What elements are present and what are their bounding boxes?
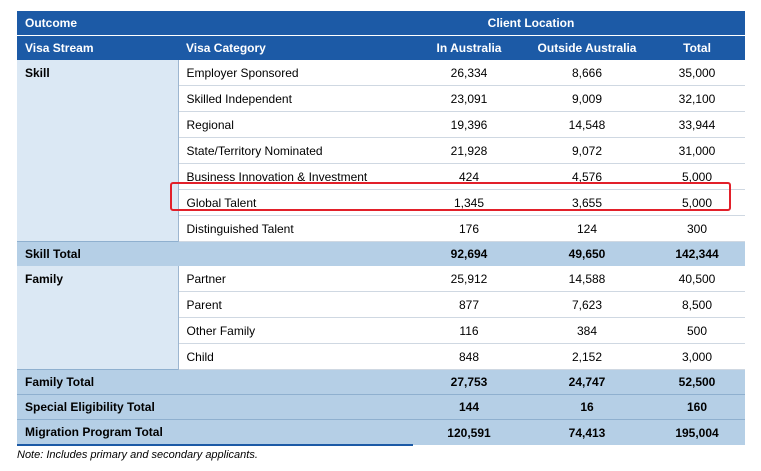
in-australia-cell: 877 [413, 291, 525, 318]
table-row: Parent 877 7,623 8,500 [17, 291, 746, 318]
total-cell: 500 [649, 317, 746, 344]
total-cell: 142,344 [649, 241, 746, 266]
family-total-row: Family Total 27,753 24,747 52,500 [17, 369, 746, 395]
header-total: Total [649, 35, 746, 60]
total-cell: 33,944 [649, 111, 746, 138]
header-in-australia: In Australia [413, 35, 525, 60]
header-client-location: Client Location [413, 11, 650, 36]
header-outcome: Outcome [17, 11, 178, 36]
category-cell: Other Family [178, 317, 413, 344]
header-outside-australia: Outside Australia [525, 35, 650, 60]
total-cell: 3,000 [649, 343, 746, 370]
in-australia-cell: 23,091 [413, 85, 525, 112]
category-cell: Partner [178, 266, 413, 292]
outside-australia-cell: 3,655 [525, 189, 650, 216]
total-cell: 195,004 [649, 419, 746, 445]
category-cell: State/Territory Nominated [178, 137, 413, 164]
header-visa-category: Visa Category [178, 35, 413, 60]
migration-program-table-container: Outcome Client Location Visa Stream Visa… [17, 11, 746, 446]
total-cell: 40,500 [649, 266, 746, 292]
in-australia-cell: 27,753 [413, 369, 525, 395]
outside-australia-cell: 24,747 [525, 369, 650, 395]
table-row: Skilled Independent 23,091 9,009 32,100 [17, 85, 746, 112]
category-cell: Global Talent [178, 189, 413, 216]
in-australia-cell: 21,928 [413, 137, 525, 164]
outside-australia-cell: 9,009 [525, 85, 650, 112]
category-cell: Skilled Independent [178, 85, 413, 112]
special-eligibility-total-row: Special Eligibility Total 144 16 160 [17, 394, 746, 420]
total-label: Skill Total [17, 241, 413, 266]
header-visa-stream: Visa Stream [17, 35, 178, 60]
in-australia-cell: 92,694 [413, 241, 525, 266]
total-cell: 32,100 [649, 85, 746, 112]
table-row: Child 848 2,152 3,000 [17, 343, 746, 370]
outside-australia-cell: 7,623 [525, 291, 650, 318]
migration-program-total-row: Migration Program Total 120,591 74,413 1… [17, 419, 746, 446]
in-australia-cell: 26,334 [413, 60, 525, 86]
total-label: Migration Program Total [17, 419, 413, 446]
total-cell: 52,500 [649, 369, 746, 395]
outside-australia-cell: 49,650 [525, 241, 650, 266]
table-row: Distinguished Talent 176 124 300 [17, 215, 746, 242]
header-row-2: Visa Stream Visa Category In Australia O… [17, 35, 746, 60]
header-row-1: Outcome Client Location [17, 11, 746, 36]
stream-family: Family [17, 266, 179, 370]
total-cell: 300 [649, 215, 746, 242]
in-australia-cell: 19,396 [413, 111, 525, 138]
table-row: Other Family 116 384 500 [17, 317, 746, 344]
outside-australia-cell: 8,666 [525, 60, 650, 86]
total-cell: 160 [649, 394, 746, 420]
outside-australia-cell: 16 [525, 394, 650, 420]
outside-australia-cell: 74,413 [525, 419, 650, 445]
total-label: Special Eligibility Total [17, 394, 413, 420]
in-australia-cell: 144 [413, 394, 525, 420]
total-cell: 31,000 [649, 137, 746, 164]
outside-australia-cell: 4,576 [525, 163, 650, 190]
category-cell: Parent [178, 291, 413, 318]
table-row-highlighted: Global Talent 1,345 3,655 5,000 [17, 189, 746, 216]
category-cell: Business Innovation & Investment [178, 163, 413, 190]
table-row: Business Innovation & Investment 424 4,5… [17, 163, 746, 190]
table-row: State/Territory Nominated 21,928 9,072 3… [17, 137, 746, 164]
category-cell: Employer Sponsored [178, 60, 413, 86]
outside-australia-cell: 9,072 [525, 137, 650, 164]
migration-program-table: Outcome Client Location Visa Stream Visa… [17, 11, 746, 446]
in-australia-cell: 116 [413, 317, 525, 344]
table-row: Regional 19,396 14,548 33,944 [17, 111, 746, 138]
in-australia-cell: 848 [413, 343, 525, 370]
total-label: Family Total [17, 369, 413, 395]
in-australia-cell: 120,591 [413, 419, 525, 445]
outside-australia-cell: 14,548 [525, 111, 650, 138]
in-australia-cell: 176 [413, 215, 525, 242]
table-row: Skill Employer Sponsored 26,334 8,666 35… [17, 60, 746, 242]
total-cell: 5,000 [649, 189, 746, 216]
outside-australia-cell: 124 [525, 215, 650, 242]
total-cell: 8,500 [649, 291, 746, 318]
in-australia-cell: 25,912 [413, 266, 525, 292]
skill-total-row: Skill Total 92,694 49,650 142,344 [17, 241, 746, 266]
outside-australia-cell: 14,588 [525, 266, 650, 292]
total-cell: 35,000 [649, 60, 746, 86]
category-cell: Regional [178, 111, 413, 138]
table-note: Note: Includes primary and secondary app… [17, 449, 258, 461]
in-australia-cell: 424 [413, 163, 525, 190]
table-row: Family Partner 25,912 14,588 40,500 [17, 266, 746, 370]
category-cell: Child [178, 343, 413, 370]
in-australia-cell: 1,345 [413, 189, 525, 216]
category-cell: Distinguished Talent [178, 215, 413, 242]
outside-australia-cell: 2,152 [525, 343, 650, 370]
outside-australia-cell: 384 [525, 317, 650, 344]
total-cell: 5,000 [649, 163, 746, 190]
stream-skill: Skill [17, 60, 179, 242]
